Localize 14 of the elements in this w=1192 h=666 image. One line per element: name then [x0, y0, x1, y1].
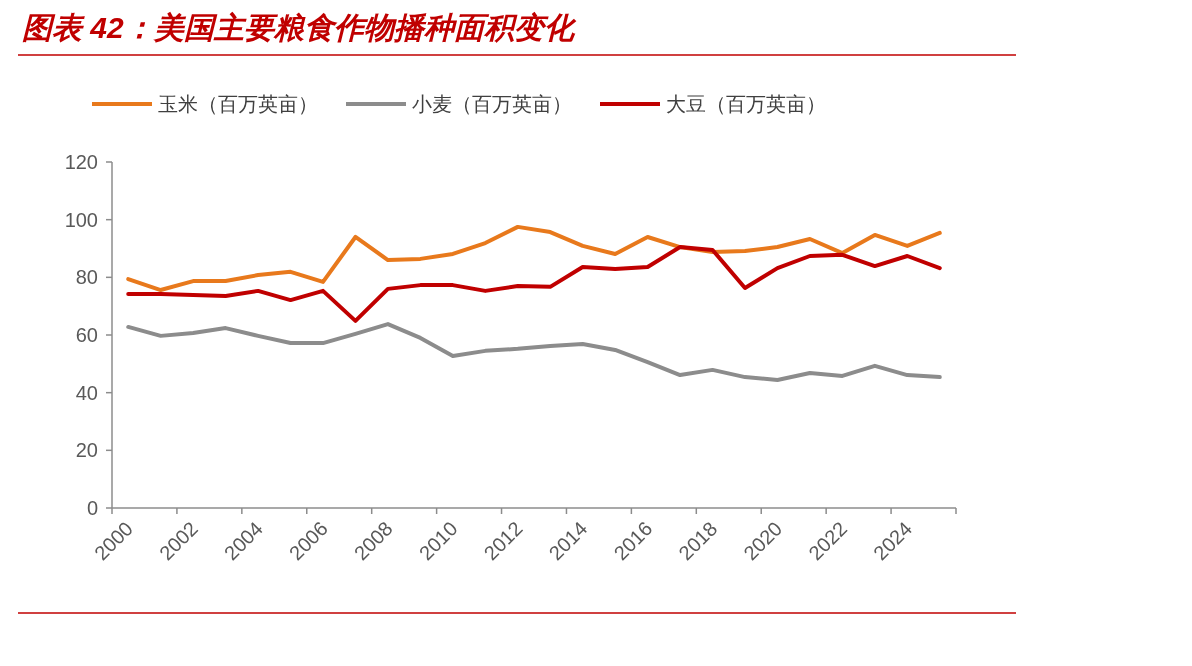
line-series — [126, 245, 942, 323]
y-tick-label: 80 — [75, 266, 98, 289]
y-tick-label: 40 — [75, 381, 98, 404]
line-series — [126, 322, 942, 382]
y-tick-label: 0 — [86, 497, 98, 519]
y-tick-label: 120 — [64, 151, 98, 173]
legend-label: 小麦（百万英亩） — [412, 93, 572, 115]
legend-label: 大豆（百万英亩） — [666, 93, 826, 115]
y-tick-label: 100 — [64, 208, 98, 231]
legend-label: 玉米（百万英亩） — [158, 93, 318, 115]
y-tick-label: 20 — [75, 439, 98, 462]
y-tick-label: 60 — [75, 324, 98, 346]
chart-title: 图表 42：美国主要粮食作物播种面积变化 — [22, 11, 577, 44]
line-series — [126, 224, 942, 293]
